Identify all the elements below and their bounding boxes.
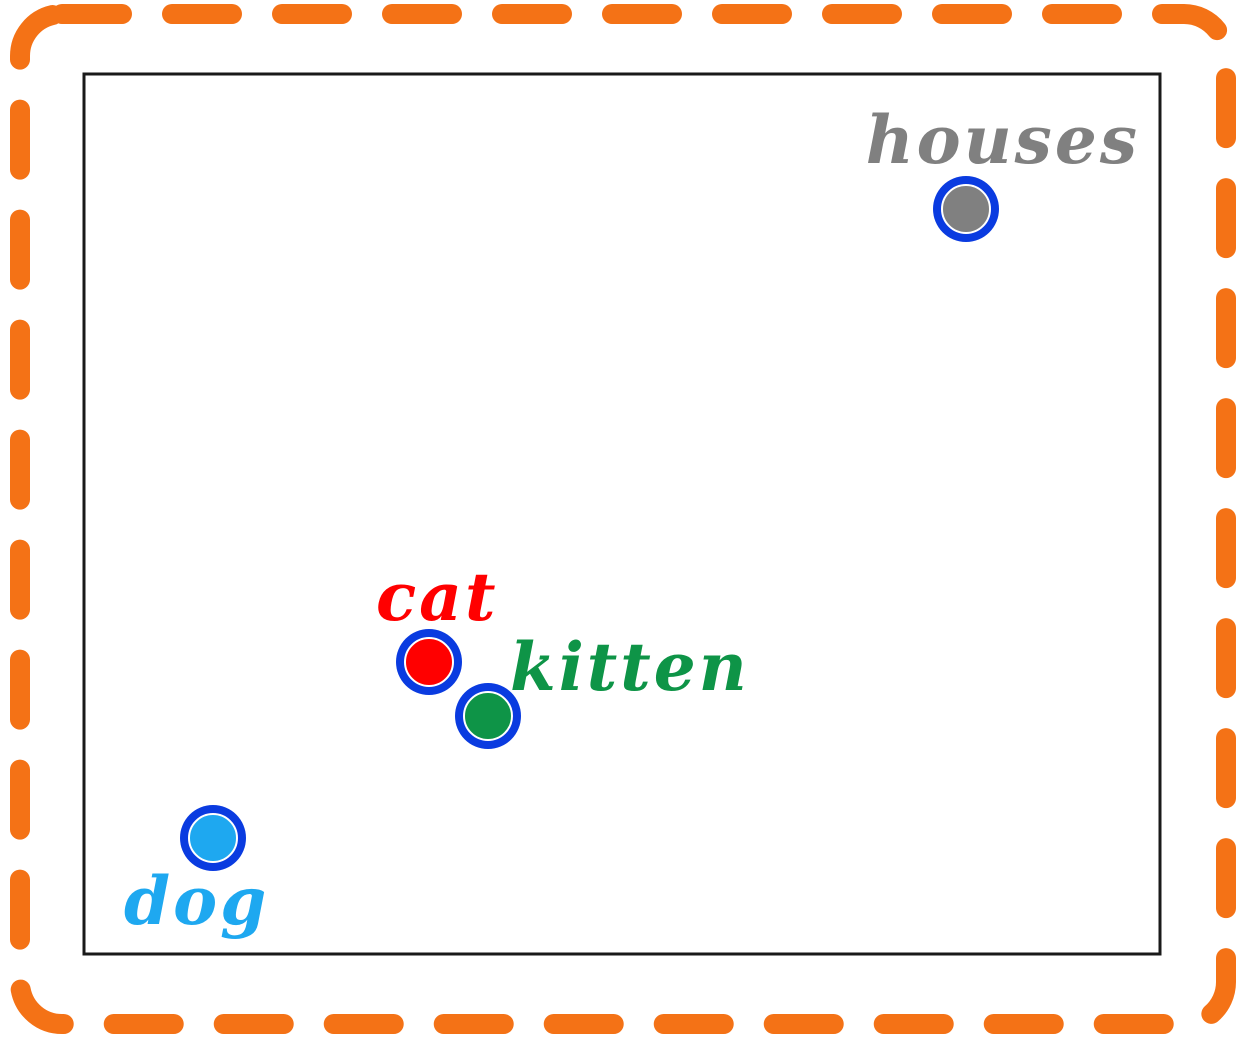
point-kitten [455,683,521,749]
point-dog-dot [188,813,238,863]
point-houses-dot [941,184,991,234]
label-cat: cat [376,558,498,636]
point-kitten-dot [463,691,513,741]
point-dog [180,805,246,871]
label-houses: houses [866,101,1140,179]
point-cat [396,629,462,695]
point-cat-dot [404,637,454,687]
outer-dashed-border [10,4,1236,1034]
label-kitten: kitten [510,628,750,706]
label-dog: dog [124,862,269,940]
point-houses [933,176,999,242]
